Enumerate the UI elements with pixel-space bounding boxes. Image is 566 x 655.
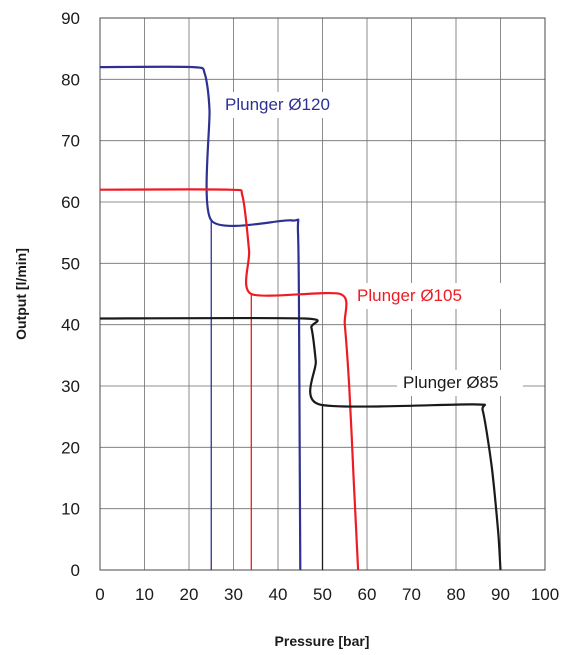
tick-labels: 0 10 20 30 40 50 60 70 80 90 100 0 10 20 30 40 50 60 70 80 9… <box>61 9 559 604</box>
x-tick-label: 10 <box>135 585 154 604</box>
x-tick-label: 50 <box>313 585 332 604</box>
series-label: Plunger Ø120 <box>225 95 330 114</box>
series-lines <box>99 65 502 571</box>
x-tick-label: 30 <box>224 585 243 604</box>
y-tick-label: 10 <box>61 500 80 519</box>
x-tick-label: 20 <box>180 585 199 604</box>
series-line <box>99 65 302 571</box>
y-tick-label: 30 <box>61 377 80 396</box>
x-axis-title: Pressure [bar] <box>275 633 370 649</box>
y-tick-label: 80 <box>61 70 80 89</box>
series-label: Plunger Ø85 <box>403 373 498 392</box>
x-tick-label: 90 <box>491 585 510 604</box>
y-tick-label: 70 <box>61 132 80 151</box>
x-tick-label: 60 <box>358 585 377 604</box>
series-label-background <box>218 92 364 118</box>
series-line <box>99 316 502 571</box>
y-tick-label: 50 <box>61 254 80 273</box>
series-label-background <box>351 283 511 309</box>
x-tick-label: 0 <box>95 585 104 604</box>
y-tick-label: 60 <box>61 193 80 212</box>
y-tick-label: 90 <box>61 9 80 28</box>
x-tick-label: 40 <box>269 585 288 604</box>
y-tick-label: 0 <box>71 561 80 580</box>
series-labels: Plunger Ø120 Plunger Ø105 Plunger Ø85 <box>218 92 523 396</box>
series-line <box>99 188 360 571</box>
series-label-background <box>397 370 523 396</box>
y-tick-label: 40 <box>61 316 80 335</box>
y-axis-title: Output [l/min] <box>13 248 29 340</box>
x-tick-label: 100 <box>531 585 559 604</box>
series-label: Plunger Ø105 <box>357 286 462 305</box>
y-tick-label: 20 <box>61 438 80 457</box>
x-tick-label: 70 <box>402 585 421 604</box>
x-tick-label: 80 <box>447 585 466 604</box>
